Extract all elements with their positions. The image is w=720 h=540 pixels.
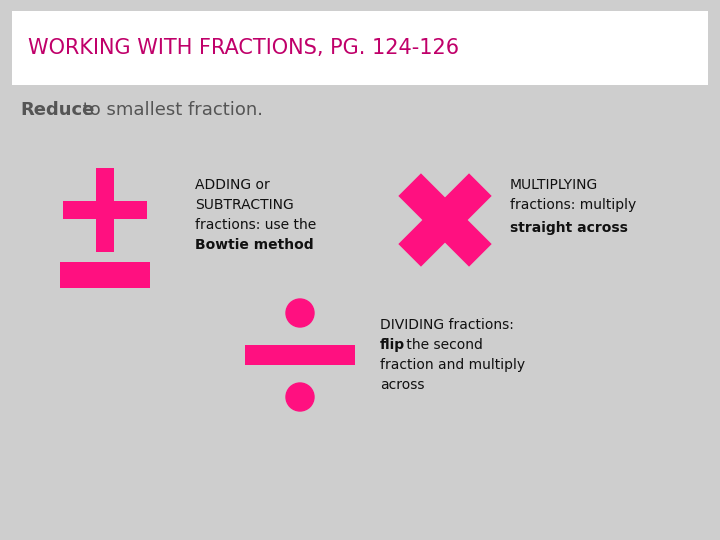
Text: SUBTRACTING: SUBTRACTING — [195, 198, 294, 212]
Circle shape — [286, 383, 314, 411]
Circle shape — [286, 299, 314, 327]
Text: WORKING WITH FRACTIONS, PG. 124-126: WORKING WITH FRACTIONS, PG. 124-126 — [28, 38, 459, 58]
Text: MULTIPLYING: MULTIPLYING — [510, 178, 598, 192]
Text: ADDING or: ADDING or — [195, 178, 270, 192]
FancyBboxPatch shape — [12, 11, 708, 85]
Text: the second: the second — [402, 338, 483, 352]
Text: to smallest fraction.: to smallest fraction. — [77, 101, 263, 119]
Text: straight across: straight across — [510, 221, 628, 235]
Text: Reduce: Reduce — [20, 101, 94, 119]
FancyBboxPatch shape — [245, 345, 355, 365]
FancyBboxPatch shape — [96, 168, 114, 252]
Text: across: across — [380, 378, 425, 392]
Text: flip: flip — [380, 338, 405, 352]
FancyBboxPatch shape — [60, 262, 150, 288]
Polygon shape — [398, 173, 492, 267]
FancyBboxPatch shape — [63, 201, 147, 219]
Text: fractions: multiply: fractions: multiply — [510, 198, 636, 212]
Text: fraction and multiply: fraction and multiply — [380, 358, 525, 372]
Text: fractions: use the: fractions: use the — [195, 218, 316, 232]
Text: DIVIDING fractions:: DIVIDING fractions: — [380, 318, 514, 332]
Text: Bowtie method: Bowtie method — [195, 238, 314, 252]
Polygon shape — [398, 173, 492, 267]
